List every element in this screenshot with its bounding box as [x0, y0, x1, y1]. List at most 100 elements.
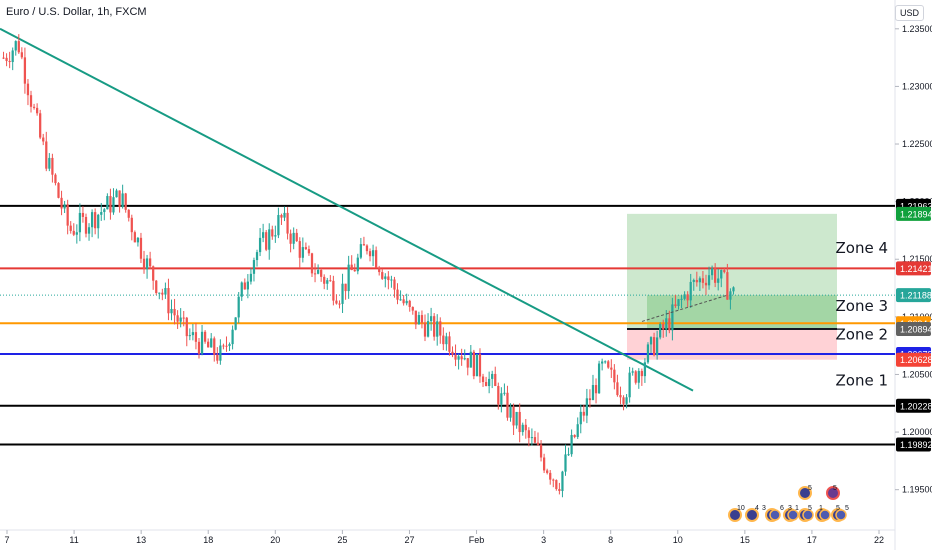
candle-body [533, 437, 537, 443]
price-badge-label: 1.20628 [900, 355, 932, 365]
candle-body [588, 398, 592, 401]
candle-body [182, 317, 185, 319]
candle-body [613, 369, 616, 383]
candle-body [167, 288, 170, 314]
candle-body [604, 361, 607, 363]
event-count: 5 [808, 505, 812, 512]
event-count: 5 [808, 485, 812, 492]
candle-body [115, 190, 118, 198]
stop-loss-zone [627, 329, 837, 360]
candle-body [457, 356, 460, 360]
candle-body [488, 378, 491, 387]
candle-body [356, 257, 359, 272]
candles [2, 34, 735, 498]
candle-body [411, 307, 414, 311]
candle-body [179, 317, 182, 322]
candle-body [228, 344, 231, 346]
candle-body [408, 300, 411, 308]
candle-body [213, 338, 216, 355]
candle-body [32, 106, 36, 108]
candle-body [475, 354, 479, 377]
candle-body [112, 197, 115, 213]
candle-body [136, 237, 140, 243]
candle-body [390, 279, 393, 281]
price-badge-label: 1.20894 [900, 325, 932, 335]
candle-body [503, 392, 506, 394]
candle-body [478, 354, 482, 377]
candle-body [57, 183, 60, 198]
candle-body [359, 244, 362, 258]
zone-label: Zone 4 [836, 239, 889, 257]
candle-body [710, 268, 714, 276]
candle-body [255, 252, 259, 261]
candle-body [289, 233, 292, 244]
candle-body [42, 137, 45, 142]
candle-body [512, 406, 515, 426]
candle-body [265, 232, 268, 250]
candle-body [619, 395, 622, 398]
candle-body [14, 41, 17, 51]
candle-body [347, 264, 350, 292]
candle-body [399, 299, 402, 301]
price-badge-label: 1.19892 [900, 440, 932, 450]
zone-label: Zone 1 [836, 372, 889, 390]
price-badge [896, 398, 931, 413]
price-tick-label: 1.19500 [902, 485, 932, 495]
candle-body [384, 276, 387, 279]
price-tick-label: 1.20500 [902, 369, 932, 379]
candle-body [689, 281, 692, 301]
candle-body [564, 454, 567, 472]
trend-line [0, 27, 694, 392]
time-tick-label: 11 [69, 535, 78, 545]
event-icon [826, 486, 840, 500]
candle-body [607, 361, 610, 368]
candle-body [695, 279, 698, 283]
candle-body [381, 272, 384, 279]
candle-body [84, 216, 88, 234]
currency-button[interactable]: USD [894, 5, 924, 21]
candle-body [249, 273, 253, 282]
candle-body [11, 50, 14, 63]
candle-body [549, 472, 552, 480]
candle-body [118, 190, 121, 208]
price-badge-label: 1.21188 [900, 291, 932, 301]
candle-body [717, 278, 720, 283]
candle-body [509, 406, 512, 418]
candle-body [298, 241, 301, 258]
candle-body [414, 310, 417, 325]
candle-body [243, 282, 246, 290]
candle-body [20, 52, 23, 58]
candle-body [75, 232, 78, 235]
candle-body [732, 287, 735, 292]
candle-body [448, 336, 451, 352]
time-tick-label: 25 [337, 535, 347, 545]
candle-body [72, 230, 75, 235]
candle-body [524, 424, 527, 431]
candle-body [423, 322, 427, 337]
time-tick-label: 10 [673, 535, 683, 545]
price-badge [896, 437, 931, 452]
candle-body [677, 299, 680, 307]
candle-body [320, 269, 323, 277]
zone-label: Zone 2 [836, 326, 889, 344]
candle-body [723, 270, 726, 273]
candle-body [375, 250, 378, 268]
candle-body [78, 212, 82, 233]
price-badge [896, 288, 931, 303]
candle-body [610, 367, 613, 370]
candle-body [726, 272, 729, 300]
candle-body [81, 212, 85, 217]
candle-body [469, 351, 472, 368]
candle-body [39, 113, 42, 138]
symbol-title: Euro / U.S. Dollar, 1h, FXCM [6, 6, 147, 18]
candle-body [94, 212, 97, 229]
candle-body [640, 370, 643, 377]
candle-body [393, 279, 396, 290]
time-tick-label: 7 [4, 535, 9, 545]
time-tick-label: 13 [136, 535, 146, 545]
candle-body [188, 335, 191, 337]
event-count: 3 [788, 505, 792, 512]
candle-body [2, 57, 5, 59]
event-count: 4 [755, 505, 759, 512]
